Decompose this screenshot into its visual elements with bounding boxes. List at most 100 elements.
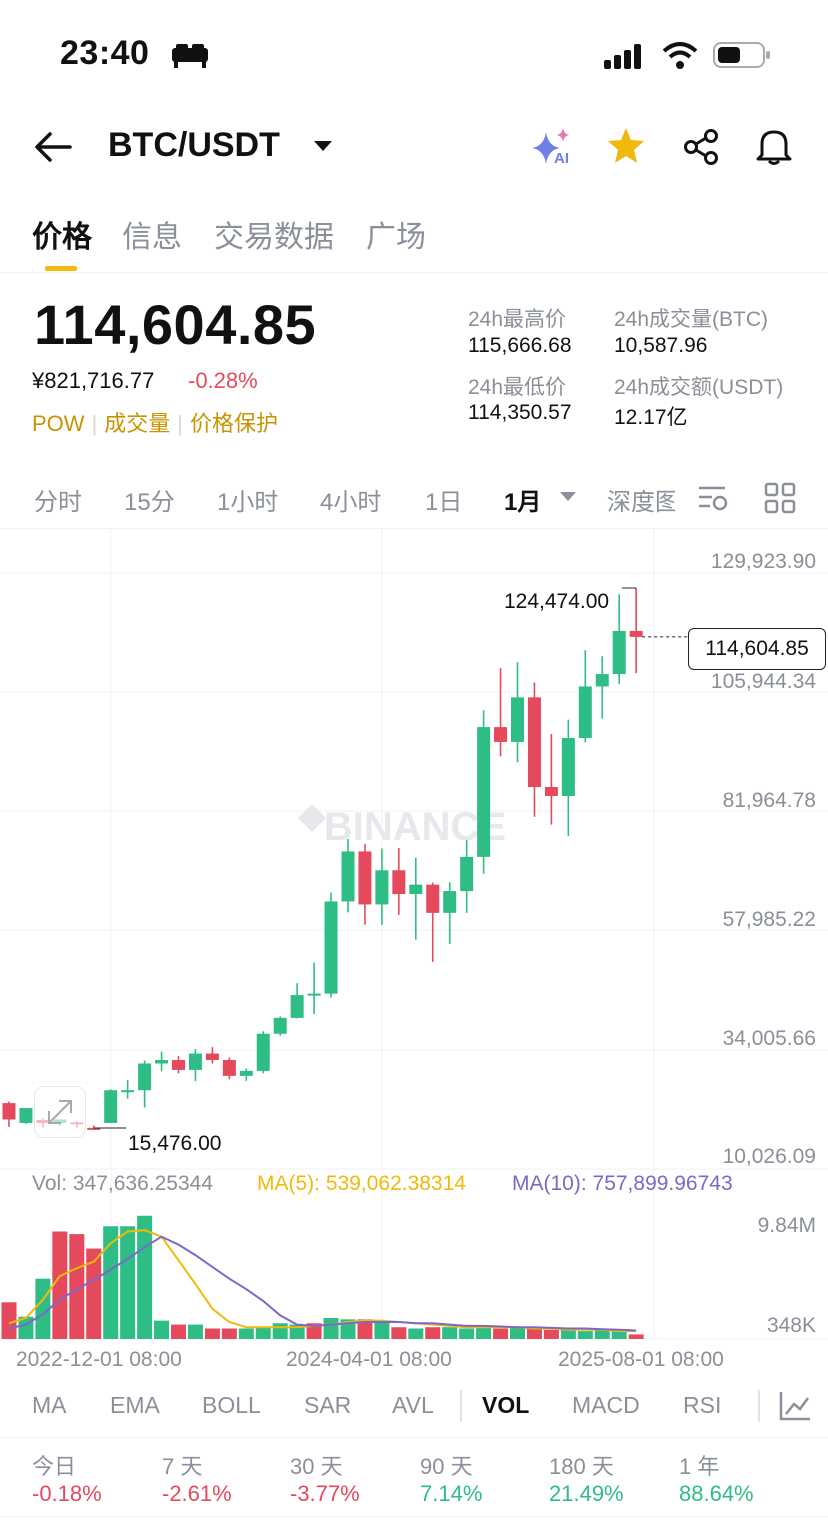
ai-assistant-button[interactable]: AI xyxy=(530,126,576,170)
y-label: 81,964.78 xyxy=(722,789,816,812)
tag-pow[interactable]: POW xyxy=(32,411,85,436)
indicator-ma[interactable]: MA xyxy=(32,1392,67,1418)
candle-body xyxy=(273,1017,287,1034)
price-change: -0.28% xyxy=(188,368,258,393)
interval-1d[interactable]: 1日 xyxy=(425,489,463,516)
interval-time[interactable]: 分时 xyxy=(34,489,82,516)
indicator-avl[interactable]: AVL xyxy=(392,1392,434,1418)
tab-price[interactable]: 价格 xyxy=(32,221,92,254)
perf-label: 1 年 xyxy=(679,1454,720,1479)
ma10-line xyxy=(8,1235,637,1332)
volume-bar xyxy=(204,1328,220,1339)
candle xyxy=(578,650,592,743)
interval-1m[interactable]: 1月 xyxy=(504,489,542,516)
vol-btc-label: 24h成交量(BTC) xyxy=(614,308,769,331)
tag-price-protection[interactable]: 价格保护 xyxy=(190,411,279,436)
candlestick-chart[interactable]: BINANCE xyxy=(0,528,828,1388)
perf-label: 今日 xyxy=(32,1454,77,1479)
cny-price: ¥821,716.77 xyxy=(32,368,155,393)
candle xyxy=(256,1031,270,1074)
indicator-sar[interactable]: SAR xyxy=(304,1392,352,1418)
candle-body xyxy=(392,870,406,895)
candle xyxy=(426,882,440,962)
candle-body xyxy=(612,630,626,675)
vol-y-label: 348K xyxy=(766,1314,816,1337)
candle xyxy=(155,1051,169,1072)
candle xyxy=(629,587,643,674)
candle xyxy=(205,1047,219,1064)
indicator-divider xyxy=(460,1390,462,1422)
interval-15m[interactable]: 15分 xyxy=(124,489,175,516)
volume-bar xyxy=(476,1325,492,1339)
candle-body xyxy=(155,1060,169,1064)
perf-label: 90 天 xyxy=(420,1454,473,1479)
fullscreen-button[interactable] xyxy=(34,1086,86,1138)
volume-bar xyxy=(459,1328,475,1339)
indicator-vol[interactable]: VOL xyxy=(482,1392,530,1418)
vol-usdt-value: 12.17亿 xyxy=(614,406,688,429)
volume-bar xyxy=(306,1323,322,1339)
candle-body xyxy=(121,1090,135,1093)
candle-body xyxy=(358,851,372,905)
tab-square[interactable]: 广场 xyxy=(366,221,426,254)
volume-bar xyxy=(374,1321,390,1339)
indicator-ema[interactable]: EMA xyxy=(110,1392,160,1418)
candle xyxy=(138,1060,152,1108)
volume-bar xyxy=(408,1328,424,1339)
candle xyxy=(273,1016,287,1036)
interval-1h[interactable]: 1小时 xyxy=(217,489,279,516)
last-price: 114,604.85 xyxy=(34,293,317,356)
pair-title[interactable]: BTC/USDT xyxy=(108,126,280,164)
perf-value: 88.64% xyxy=(679,1481,754,1506)
candle-body xyxy=(87,1127,101,1130)
candle xyxy=(561,719,575,837)
chart-settings-icon[interactable] xyxy=(696,482,730,514)
volume-bar xyxy=(187,1324,203,1339)
ma10-legend: MA(10): 757,899.96743 xyxy=(512,1172,733,1195)
interval-dropdown-icon[interactable] xyxy=(558,490,578,504)
indicator-macd[interactable]: MACD xyxy=(572,1392,640,1418)
share-icon[interactable] xyxy=(682,128,720,166)
candle-body xyxy=(544,787,558,796)
perf-value: -2.61% xyxy=(162,1481,232,1506)
candle xyxy=(612,594,626,684)
perf-label: 7 天 xyxy=(162,1454,203,1479)
favorite-star-icon[interactable] xyxy=(606,126,646,166)
divider xyxy=(0,1437,828,1438)
candle-body xyxy=(561,737,575,796)
volume-bar xyxy=(52,1231,68,1339)
divider xyxy=(0,272,828,273)
candle-body xyxy=(2,1103,16,1120)
tab-info[interactable]: 信息 xyxy=(122,221,182,254)
volume-bar xyxy=(86,1248,102,1339)
bell-icon[interactable] xyxy=(754,126,794,166)
volume-bar xyxy=(493,1328,509,1339)
tab-indicator xyxy=(45,266,77,271)
indicator-boll[interactable]: BOLL xyxy=(202,1392,261,1418)
candle xyxy=(595,656,609,719)
chevron-down-icon[interactable] xyxy=(312,138,334,154)
candle-body xyxy=(341,851,355,902)
candle-body xyxy=(324,901,338,994)
back-arrow-icon[interactable] xyxy=(34,130,74,164)
candle xyxy=(527,682,541,817)
candle xyxy=(392,847,406,915)
perf-value: -3.77% xyxy=(290,1481,360,1506)
ma5-line xyxy=(8,1229,637,1333)
status-time: 23:40 xyxy=(60,34,150,72)
tab-trading-data[interactable]: 交易数据 xyxy=(214,221,334,254)
x-label: 2022-12-01 08:00 xyxy=(16,1348,182,1371)
candle-body xyxy=(460,856,474,892)
candle-body xyxy=(511,697,524,742)
tag-volume[interactable]: 成交量 xyxy=(104,411,171,436)
volume-bar xyxy=(526,1328,542,1339)
candle-body xyxy=(138,1063,152,1091)
grid-layout-icon[interactable] xyxy=(764,482,796,514)
interval-4h[interactable]: 4小时 xyxy=(320,489,382,516)
interval-depth[interactable]: 深度图 xyxy=(607,489,675,516)
indicator-rsi[interactable]: RSI xyxy=(683,1392,722,1418)
ai-label: AI xyxy=(554,150,569,167)
volume-bar xyxy=(357,1319,373,1339)
indicator-chart-icon[interactable] xyxy=(778,1390,812,1422)
current-price-tag: 114,604.85 xyxy=(688,628,826,670)
